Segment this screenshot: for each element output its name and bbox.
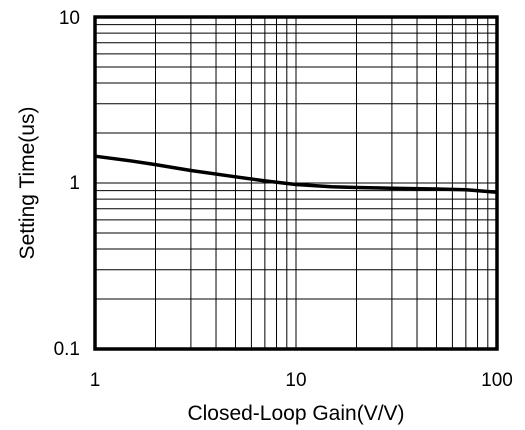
x-tick-label: 10 [285,370,306,391]
y-axis-label: Setting Time(us) [16,107,39,260]
y-tick-labels: 0.1 1 10 [54,8,80,360]
y-tick-label: 0.1 [54,339,80,360]
x-tick-label: 100 [481,370,513,391]
plot-frame [93,15,499,351]
x-tick-labels: 1 10 100 [90,370,513,391]
series-layer [94,154,498,194]
grid-lines [95,17,497,349]
series-line-0 [94,154,498,194]
x-axis-label: Closed-Loop Gain(V/V) [187,402,404,425]
y-tick-label: 1 [69,173,80,194]
y-tick-label: 10 [59,8,80,29]
x-tick-label: 1 [90,370,101,391]
